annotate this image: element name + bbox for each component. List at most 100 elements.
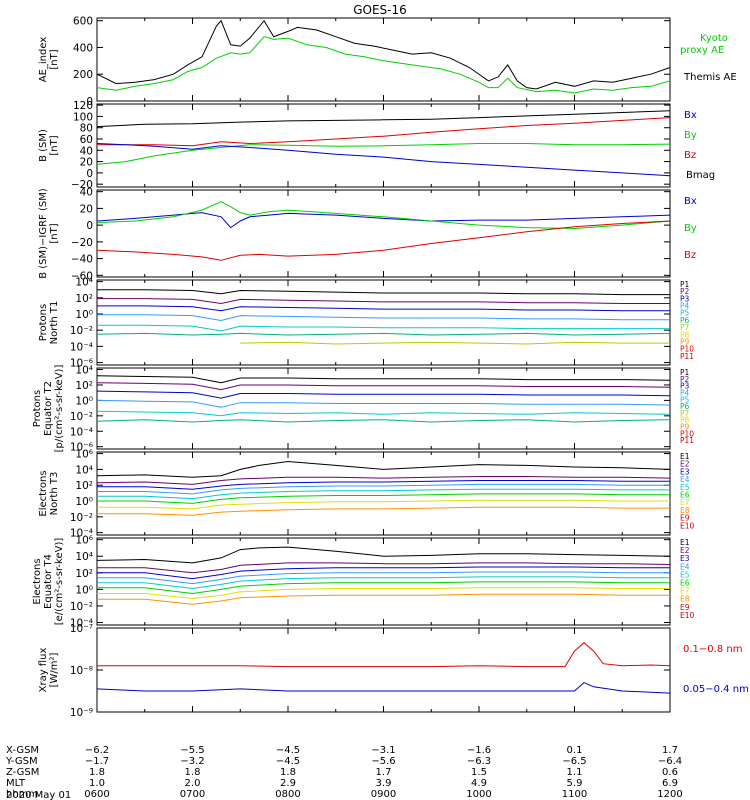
- y-tick-label: 10⁶: [75, 449, 93, 461]
- x-row-value: −3.2: [180, 756, 204, 767]
- series-line: [97, 576, 670, 590]
- y-axis-label: Protons: [38, 304, 49, 341]
- legend-entry: E10: [680, 611, 695, 620]
- x-row-value: 1100: [562, 789, 587, 800]
- series-line: [97, 571, 670, 585]
- date-label: 2020 May 01: [6, 790, 71, 800]
- legend-entry: P8: [680, 416, 690, 425]
- x-row-value: 2.9: [280, 778, 296, 789]
- x-row-label: X-GSM: [6, 745, 39, 756]
- x-row-value: −6.2: [85, 745, 109, 756]
- y-tick-label: 10²: [75, 293, 93, 305]
- legend-entry: proxy AE: [680, 45, 724, 56]
- x-row-value: −1.7: [85, 756, 109, 767]
- series-line: [97, 566, 670, 580]
- y-tick-label: 20: [80, 157, 93, 169]
- legend-entry: By: [684, 223, 697, 234]
- x-row-value: −1.6: [467, 745, 491, 756]
- x-row-value: 1.8: [89, 767, 105, 778]
- series-line: [97, 581, 670, 595]
- x-row-value: −4.5: [276, 745, 300, 756]
- y-tick-label: 0: [86, 168, 93, 180]
- y-tick-label: 10⁻⁷: [70, 623, 93, 635]
- x-row-value: 0.1: [567, 745, 583, 756]
- y-axis-label: [p/(cm²-s-sr-keV)]: [54, 365, 65, 453]
- y-tick-label: 80: [80, 123, 93, 135]
- y-tick-label: 40: [80, 187, 93, 199]
- legend-entry: E4: [680, 562, 690, 571]
- x-row-value: 1.8: [280, 767, 296, 778]
- chart-title: GOES-16: [353, 3, 407, 17]
- x-axis-table: X-GSM −6.2 −5.5 −4.5 −3.1 −1.6 0.1 1.7 Y-GSM −1.7…: [5, 745, 683, 800]
- legend-entry: P8: [680, 330, 690, 339]
- series-line: [96, 143, 671, 165]
- series-line: [97, 298, 670, 305]
- x-row-value: 0600: [84, 789, 109, 800]
- y-tick-label: 10⁴: [75, 277, 93, 289]
- legend-entry: P7: [680, 409, 690, 418]
- y-axis-label: [e/(cm²-s-sr-keV)]: [54, 538, 65, 626]
- y-tick-label: 10⁰: [75, 309, 93, 321]
- series-line: [97, 289, 670, 296]
- x-row-label: hhmm: [6, 789, 38, 800]
- x-row-value: 2.0: [185, 778, 201, 789]
- legend-entry: P2: [680, 375, 690, 384]
- legend-entry: E9: [680, 514, 690, 523]
- y-tick-label: 10⁰: [75, 496, 93, 508]
- panel-8: 10⁻⁷ 10⁻⁸ 10⁻⁹ Xray flux [W/m²] 0.1−0.8 nm 0.0…: [38, 623, 749, 719]
- legend-entry: E2: [680, 546, 690, 555]
- x-row-value: −6.4: [658, 756, 682, 767]
- y-tick-label: 10⁻²: [70, 411, 93, 423]
- y-axis-label: AE_index: [38, 37, 49, 83]
- x-row-value: 1.8: [185, 767, 201, 778]
- legend-entry: E8: [680, 595, 690, 604]
- panel-7: 10⁶ 10⁴ 10² 10⁰ 10⁻² 10⁻⁴ Electrons Equator T4[…: [32, 535, 695, 630]
- legend-entry: P4: [680, 302, 690, 311]
- legend-entry: 0.1−0.8 nm: [683, 644, 742, 655]
- series-line: [97, 506, 670, 516]
- series-line: [97, 562, 671, 574]
- x-row-label: Y-GSM: [5, 756, 38, 767]
- x-row-value: −5.6: [371, 756, 395, 767]
- y-tick-label: 10⁻⁶: [70, 358, 93, 370]
- x-row-value: 1.5: [471, 767, 487, 778]
- y-tick-label: 200: [73, 69, 93, 81]
- y-tick-label: 100: [73, 111, 93, 123]
- y-axis-label: Xray flux: [38, 648, 49, 693]
- x-row-value: 5.9: [567, 778, 583, 789]
- x-row-value: −5.5: [180, 745, 204, 756]
- y-axis-label: Protons: [32, 390, 43, 427]
- legend-entry: By: [684, 130, 697, 141]
- y-tick-label: 10⁻²: [70, 601, 93, 613]
- series-line: [97, 314, 670, 322]
- series-line: [96, 410, 671, 417]
- legend-entry: P1: [680, 280, 690, 289]
- legend-entry: P5: [680, 309, 690, 318]
- legend-entry: P11: [680, 436, 694, 445]
- y-tick-label: −20: [71, 179, 93, 191]
- series-line: [240, 341, 670, 345]
- y-tick-label: 10⁴: [75, 551, 93, 563]
- legend-entry: E1: [680, 452, 690, 461]
- series-line: [96, 382, 671, 391]
- series-line: [96, 390, 671, 399]
- y-tick-label: 10⁻²: [70, 325, 93, 337]
- legend-entry: E7: [680, 498, 690, 507]
- legend-entry: E1: [680, 538, 690, 547]
- legend-entry: P7: [680, 323, 690, 332]
- legend-entry: P10: [680, 429, 694, 438]
- y-tick-label: 60: [80, 134, 93, 146]
- series-line: [97, 305, 670, 312]
- series-line: [97, 593, 670, 605]
- legend-entry: P10: [680, 345, 694, 354]
- series-line: [96, 682, 671, 694]
- y-axis-label: North T1: [49, 301, 60, 345]
- series-line: [96, 546, 671, 564]
- x-row-label: MLT: [6, 778, 26, 789]
- y-tick-label: 10²: [75, 568, 93, 580]
- x-row-value: 1000: [466, 789, 491, 800]
- legend-entry: Bz: [684, 250, 696, 261]
